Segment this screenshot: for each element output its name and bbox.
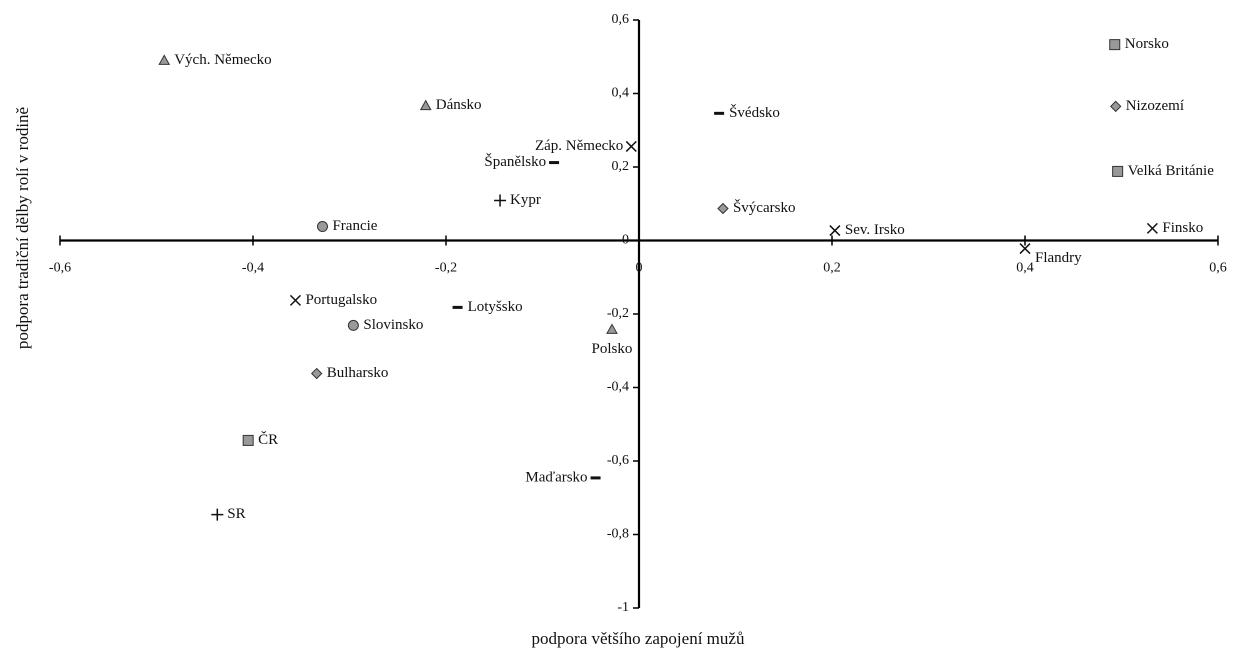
marker (606, 323, 618, 334)
marker (717, 202, 729, 215)
marker (310, 367, 323, 380)
y-tick-label: -0,4 (607, 380, 629, 395)
y-axis-label: podpora tradiční dělby rolí v rodině (13, 107, 32, 349)
point-label: Vých. Německo (174, 52, 271, 68)
point-label: Záp. Německo (535, 138, 623, 154)
x-tick-label: 0 (636, 261, 643, 276)
marker (1112, 165, 1124, 177)
marker (347, 319, 359, 331)
point-label: Dánsko (436, 97, 482, 113)
point-label: Nizozemí (1126, 98, 1184, 114)
x-tick-label: -0,6 (49, 261, 71, 276)
x-tick-label: 0,2 (823, 261, 841, 276)
x-tick-label: -0,4 (242, 261, 264, 276)
y-tick-label: -0,8 (607, 527, 629, 542)
marker (316, 221, 328, 233)
x-tick-label: -0,2 (435, 261, 457, 276)
marker (289, 294, 301, 306)
marker (625, 140, 637, 152)
y-tick-label: -0,2 (607, 306, 629, 321)
marker (1146, 222, 1158, 234)
marker (1110, 100, 1122, 113)
point-label: Portugalsko (305, 292, 377, 308)
point-label: Maďarsko (525, 469, 587, 485)
y-tick-label: 0,2 (612, 159, 630, 174)
point-label: Švýcarsko (733, 199, 796, 216)
x-tick-label: 0,6 (1209, 261, 1227, 276)
y-tick-label: -1 (617, 600, 629, 615)
y-tick-label: -0,6 (607, 453, 629, 468)
point-label: Kypr (510, 192, 541, 208)
point-label: Polsko (592, 341, 633, 357)
marker (494, 194, 507, 207)
point-label: Slovinsko (363, 317, 423, 333)
marker (419, 99, 432, 111)
marker (829, 225, 841, 237)
marker (158, 54, 171, 65)
marker (211, 508, 224, 521)
marker (242, 434, 254, 446)
point-label: Španělsko (484, 153, 546, 170)
point-label: Sev. Irsko (845, 222, 905, 238)
point-label: SR (227, 506, 245, 522)
point-label: Švédsko (729, 104, 780, 121)
marker (1109, 39, 1121, 51)
y-tick-label: 0,4 (612, 86, 630, 101)
point-label: Norsko (1125, 36, 1169, 52)
point-label: Flandry (1035, 250, 1082, 266)
marker (1019, 243, 1031, 255)
point-label: ČR (258, 431, 278, 448)
x-axis-label: podpora většího zapojení mužů (532, 629, 745, 648)
point-label: Lotyšsko (468, 299, 523, 315)
point-label: Finsko (1162, 220, 1203, 236)
x-tick-label: 0,4 (1016, 261, 1034, 276)
point-label: Velká Británie (1128, 163, 1215, 179)
point-label: Francie (332, 218, 377, 234)
y-tick-label: 0 (622, 233, 629, 248)
y-tick-label: 0,6 (612, 12, 630, 27)
point-label: Bulharsko (327, 365, 389, 381)
